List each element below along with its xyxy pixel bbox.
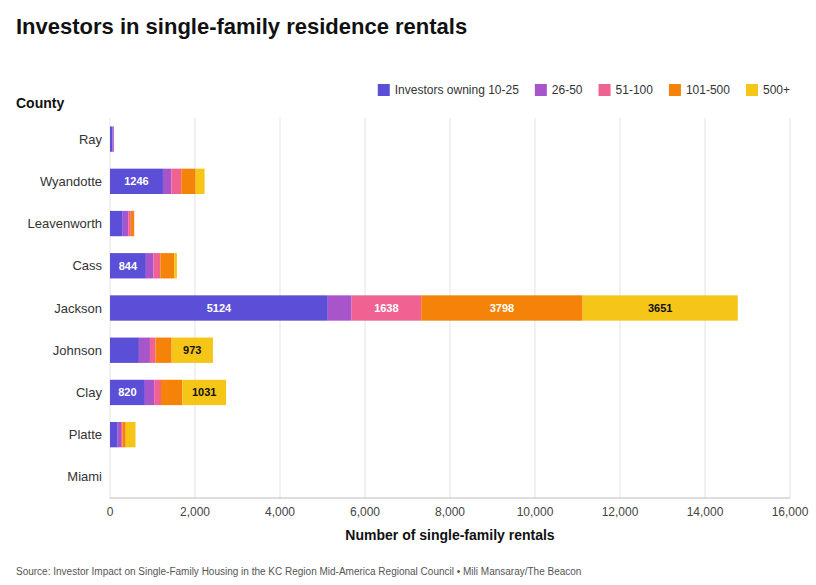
bars [110, 126, 738, 447]
category-label: Johnson [53, 343, 102, 358]
bar-segment [352, 295, 422, 320]
category-label: Jackson [54, 301, 102, 316]
data-label: 5124 [207, 302, 232, 314]
category-label: Ray [79, 132, 103, 147]
bar-segment [163, 169, 172, 194]
bar-segment [131, 211, 134, 236]
bar-segment [110, 338, 139, 363]
bar-segment [328, 295, 352, 320]
bar-segment [126, 422, 136, 447]
data-label: 3651 [648, 302, 672, 314]
axis-line [110, 498, 790, 499]
bar-segment [134, 211, 135, 236]
title: Investors in single-family residence ren… [16, 14, 467, 39]
bar-segment [121, 422, 122, 447]
bar-segment [583, 295, 738, 320]
bar-segment [171, 169, 181, 194]
bar-segment [128, 211, 131, 236]
bar-segment [110, 169, 163, 194]
bar-segment [110, 464, 111, 489]
legend-swatch [599, 84, 611, 96]
legend-swatch [535, 84, 547, 96]
data-label: 1031 [192, 386, 216, 398]
bar-segment [172, 338, 213, 363]
bar-segment [110, 464, 111, 489]
bar-segment [421, 295, 582, 320]
bar-segment [113, 126, 114, 151]
x-axis-label: Number of single-family rentals [345, 527, 554, 543]
data-labels: 820 5124 844 1246 1638 3798 1031 973 3651 [118, 175, 672, 398]
category-label: Cass [72, 258, 102, 273]
category-label: Platte [69, 427, 102, 442]
bar-segment [154, 380, 161, 405]
bar-segment [196, 169, 205, 194]
legend-label: Investors owning 10-25 [395, 83, 519, 97]
legend-label: 51-100 [616, 83, 654, 97]
tick-label: 4,000 [265, 505, 295, 519]
bar-segment [150, 338, 156, 363]
bar-segment [145, 380, 154, 405]
bar-segment [113, 126, 114, 151]
tick-label: 10,000 [517, 505, 554, 519]
bar-segment [110, 253, 146, 278]
tick-label: 12,000 [602, 505, 639, 519]
bar-segment [113, 126, 114, 151]
category-label: Miami [67, 469, 102, 484]
tick-label: 6,000 [350, 505, 380, 519]
bar-segment [161, 380, 182, 405]
legend-swatch [378, 84, 390, 96]
bar-segment [110, 464, 111, 489]
tick-label: 8,000 [435, 505, 465, 519]
legend-swatch [669, 84, 681, 96]
bar-segment [110, 295, 328, 320]
bar-segment [110, 126, 113, 151]
data-label: 1638 [374, 302, 398, 314]
background [0, 0, 816, 585]
legend-label: 26-50 [552, 83, 583, 97]
grid-line [790, 118, 791, 498]
tick-label: 16,000 [772, 505, 809, 519]
tick-label: 2,000 [180, 505, 210, 519]
y-axis-label: County [16, 95, 64, 111]
bar-segment [110, 464, 111, 489]
bar-segment [118, 422, 121, 447]
bar-segment [174, 253, 177, 278]
data-label: 820 [118, 386, 136, 398]
data-label: 1246 [124, 175, 148, 187]
data-label: 3798 [490, 302, 514, 314]
bar-segment [110, 464, 111, 489]
bar-segment [155, 338, 171, 363]
bar-segment [160, 253, 174, 278]
category-label: Leavenworth [28, 216, 102, 231]
bar-segment [110, 211, 123, 236]
bar-segment [139, 338, 150, 363]
legend-swatch [746, 84, 758, 96]
tick-label: 0 [107, 505, 114, 519]
category-label: Clay [76, 385, 103, 400]
legend: Investors owning 10-25 26-50 51-100 101-500… [378, 83, 790, 97]
data-label: 844 [119, 260, 138, 272]
bar-segment [113, 126, 114, 151]
legend-label: 101-500 [686, 83, 730, 97]
legend-label: 500+ [763, 83, 790, 97]
bar-segment [110, 422, 118, 447]
data-label: 973 [183, 344, 201, 356]
grid [110, 118, 790, 498]
bar-segment [110, 380, 145, 405]
y-axis: Miami Platte Clay Johnson Jackson Cass Leavenw… [28, 132, 103, 485]
chart: Investors in single-family residence ren… [0, 0, 816, 585]
tick-label: 14,000 [687, 505, 724, 519]
bar-segment [123, 211, 129, 236]
category-label: Wyandotte [40, 174, 102, 189]
bar-segment [181, 169, 195, 194]
bar-segment [146, 253, 154, 278]
source: Source: Investor Impact on Single-Family… [16, 566, 581, 577]
x-axis: 0 2,000 4,000 6,000 8,000 10,000 12,000 14,000 1… [107, 498, 809, 519]
bar-segment [154, 253, 161, 278]
bar-segment [182, 380, 226, 405]
bar-segment [122, 422, 125, 447]
